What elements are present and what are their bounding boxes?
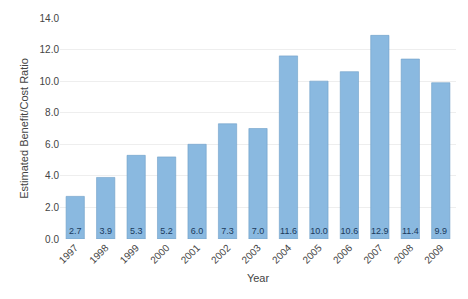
svg-text:14.0: 14.0 (40, 13, 60, 24)
svg-text:7.3: 7.3 (221, 226, 234, 236)
svg-text:11.4: 11.4 (402, 226, 419, 236)
svg-text:6.0: 6.0 (191, 226, 204, 236)
svg-text:8.0: 8.0 (45, 107, 59, 118)
svg-text:12.0: 12.0 (40, 44, 60, 55)
svg-text:2007: 2007 (361, 242, 385, 266)
svg-text:2008: 2008 (392, 242, 416, 266)
svg-text:0.0: 0.0 (45, 234, 59, 245)
svg-text:10.0: 10.0 (40, 76, 60, 87)
svg-text:2005: 2005 (300, 242, 324, 266)
svg-text:2.0: 2.0 (45, 202, 59, 213)
svg-text:2002: 2002 (209, 242, 233, 266)
svg-text:11.6: 11.6 (280, 226, 297, 236)
svg-text:2001: 2001 (179, 242, 203, 266)
svg-text:12.9: 12.9 (371, 226, 389, 236)
svg-text:5.3: 5.3 (130, 226, 143, 236)
svg-text:6.0: 6.0 (45, 139, 59, 150)
svg-text:4.0: 4.0 (45, 170, 59, 181)
svg-text:10.6: 10.6 (341, 226, 359, 236)
svg-text:2004: 2004 (270, 242, 294, 266)
svg-text:2003: 2003 (239, 242, 263, 266)
svg-text:7.0: 7.0 (252, 226, 265, 236)
svg-text:2.7: 2.7 (69, 226, 82, 236)
svg-text:1999: 1999 (118, 242, 142, 266)
svg-text:10.0: 10.0 (310, 226, 328, 236)
svg-text:2009: 2009 (422, 242, 446, 266)
svg-text:9.9: 9.9 (435, 226, 448, 236)
svg-text:Estimated Benefit/Cost Ratio: Estimated Benefit/Cost Ratio (18, 58, 30, 199)
svg-text:2006: 2006 (331, 242, 355, 266)
svg-text:5.2: 5.2 (160, 226, 173, 236)
svg-text:1998: 1998 (87, 242, 111, 266)
svg-text:3.9: 3.9 (99, 226, 112, 236)
svg-text:1997: 1997 (57, 242, 81, 266)
svg-text:2000: 2000 (148, 242, 172, 266)
svg-text:Year: Year (247, 272, 270, 284)
